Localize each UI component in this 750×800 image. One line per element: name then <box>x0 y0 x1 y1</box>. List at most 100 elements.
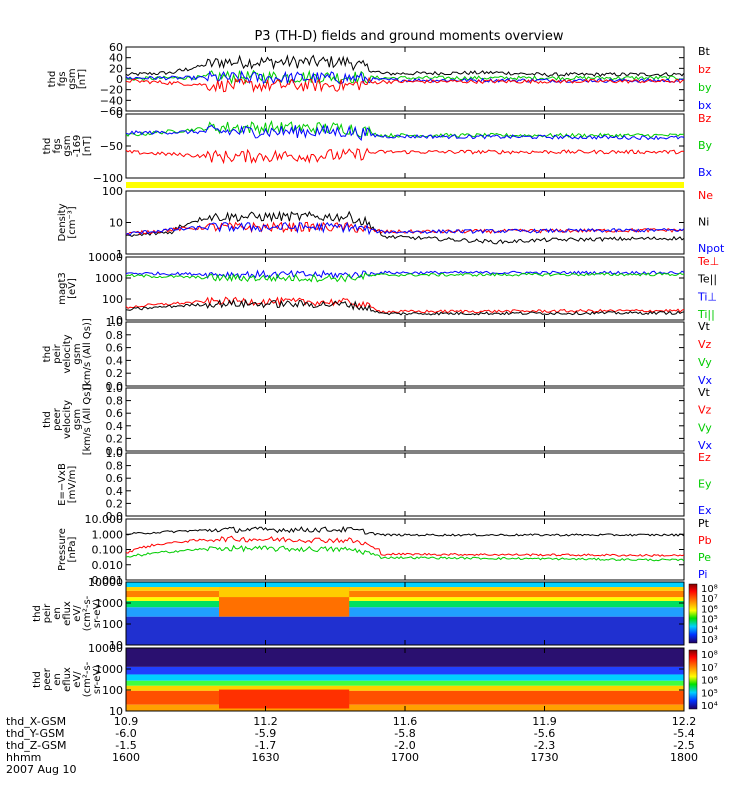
legend-entry: Vt <box>698 320 711 333</box>
legend-entry: Bz <box>698 112 712 125</box>
y-tick-label: 0.4 <box>106 354 124 367</box>
series-Ti|| <box>125 272 685 283</box>
panel-peer-eflux: 10000 1000 100 10 thd peer en eflux eV/(cm²-s-sr… <box>32 642 718 718</box>
legend-entry: By <box>698 139 713 152</box>
legend-entry: by <box>698 81 712 94</box>
y-axis-label-line: Density <box>57 203 68 241</box>
x-axis-tick-label: 11.9 <box>532 715 557 728</box>
spectrogram-band <box>126 600 684 608</box>
legend-entry: Vt <box>698 386 711 399</box>
x-axis-tick-label: 1600 <box>112 751 140 764</box>
y-axis-label-line: [mV/m] <box>67 466 78 504</box>
colorbar-tick-label: 10⁵ <box>701 688 718 699</box>
spectrogram-peer-eflux <box>126 648 684 711</box>
x-axis-tick-label: -6.0 <box>115 727 136 740</box>
y-axis-label: thd fgs gsm -169 [nT] <box>42 135 93 158</box>
y-tick-label: 100 <box>102 185 123 198</box>
y-tick-label: 1 <box>116 248 123 261</box>
panel-density: 100 10 1 Density [cm⁻³] Ne Ni Npot <box>57 185 725 261</box>
legend-entry: Ni <box>698 216 709 229</box>
panel-frame <box>125 387 685 452</box>
y-tick-label: 1.0 <box>106 316 124 329</box>
y-axis-label-line: peer <box>52 407 63 431</box>
y-axis-label-line: [nT] <box>82 136 93 156</box>
series-Te⊥ <box>125 296 685 314</box>
y-axis-label-line: [cm⁻³] <box>67 206 78 238</box>
spectrogram-band <box>126 590 684 598</box>
colorbar-tick-label: 10⁴ <box>701 701 718 712</box>
colorbar-strip <box>688 583 698 644</box>
series-Ni <box>125 210 685 245</box>
legend-entry: Ne <box>698 189 713 202</box>
x-axis-tick-label: -5.6 <box>534 727 555 740</box>
availability-bar <box>126 182 684 188</box>
spectrogram-band <box>126 690 684 705</box>
y-axis-label: thd peer en eflux eV/(cm²-s-sr-eV) <box>32 661 103 697</box>
y-tick-label: 10 <box>109 705 123 718</box>
y-axis-label-line: thd <box>42 346 53 363</box>
legend-entry: Te⊥ <box>697 255 719 268</box>
y-tick-label: 40 <box>109 52 123 65</box>
y-axis-label-line: (cm²-s- <box>82 595 93 631</box>
series-Bz <box>125 147 685 165</box>
y-axis-label-line: velocity <box>62 400 73 439</box>
x-axis-row-name: hhmm <box>6 751 41 764</box>
x-axis-tick-label: -2.0 <box>394 739 415 752</box>
legend-entry: Te|| <box>697 273 717 286</box>
x-axis-tick-label: 11.6 <box>393 715 418 728</box>
y-axis-label: thd peer velocity gsm [km/s (All Qs)] <box>42 384 93 456</box>
legend-entry: Pe <box>698 551 711 564</box>
legend-entry: Pb <box>698 534 712 547</box>
x-axis-row-name: thd_Z-GSM <box>6 739 66 752</box>
y-axis-label-line: velocity <box>62 334 73 373</box>
panel-frame <box>125 190 685 255</box>
y-tick-label: 0.0 <box>106 380 124 393</box>
y-axis-label: E=−VxB [mV/m] <box>57 463 78 506</box>
legend-entry: Ey <box>698 478 712 491</box>
y-tick-label: 10 <box>109 314 123 327</box>
y-axis-label-line: en <box>52 607 63 620</box>
y-tick-label: −40 <box>100 94 123 107</box>
legend-entry: bz <box>698 63 711 76</box>
x-axis-tick-label: -5.4 <box>673 727 694 740</box>
y-axis-label: thd peir velocity gsm [km/s (All Qs)] <box>42 318 93 390</box>
y-axis-label-line: -169 <box>72 135 83 158</box>
y-tick-label: 1.0 <box>106 382 124 395</box>
y-tick-label: 10 <box>109 639 123 652</box>
series-Bt <box>125 54 685 78</box>
y-tick-label: 100 <box>102 293 123 306</box>
legend-entry: Npot <box>698 242 725 255</box>
x-axis-tick-label: 1730 <box>531 751 559 764</box>
legend-entry: Vz <box>698 338 712 351</box>
colorbar-tick-label: 10⁶ <box>701 676 718 687</box>
y-axis-label-line: fgs <box>57 71 68 86</box>
y-tick-label: 10.000 <box>85 513 124 526</box>
y-axis-label-line: [nPa] <box>67 536 78 562</box>
colorbar-tick-label: 10⁸ <box>701 650 718 661</box>
y-axis-label-line: gsm <box>72 409 83 430</box>
y-tick-label: 100 <box>102 618 123 631</box>
y-axis-label-line: [nT] <box>77 69 88 89</box>
y-tick-label: 0.4 <box>106 420 124 433</box>
y-tick-label: 1.0 <box>106 447 124 460</box>
colorbar-strip <box>688 649 698 710</box>
y-tick-label: 0.6 <box>106 472 124 485</box>
spectrogram-band <box>126 607 684 617</box>
y-axis-label-line: E=−VxB <box>57 463 68 506</box>
panel-peir-eflux: 10000 1000 100 10 thd peir en eflux eV/(cm²-s-sr… <box>32 576 718 652</box>
y-axis-label-line: gsm <box>62 135 73 156</box>
y-tick-label: −20 <box>100 84 123 97</box>
y-tick-label: 0 <box>116 108 123 121</box>
spectrogram-band <box>126 680 684 686</box>
legend-entry: Vx <box>698 374 713 387</box>
x-axis-tick-label: -2.3 <box>534 739 555 752</box>
legend-entry: Bt <box>698 45 711 58</box>
y-tick-label: 60 <box>109 41 123 54</box>
y-axis-label-line: en <box>52 673 63 686</box>
series-By <box>125 120 685 139</box>
series-Te|| <box>125 298 685 316</box>
y-tick-label: −60 <box>100 105 123 118</box>
